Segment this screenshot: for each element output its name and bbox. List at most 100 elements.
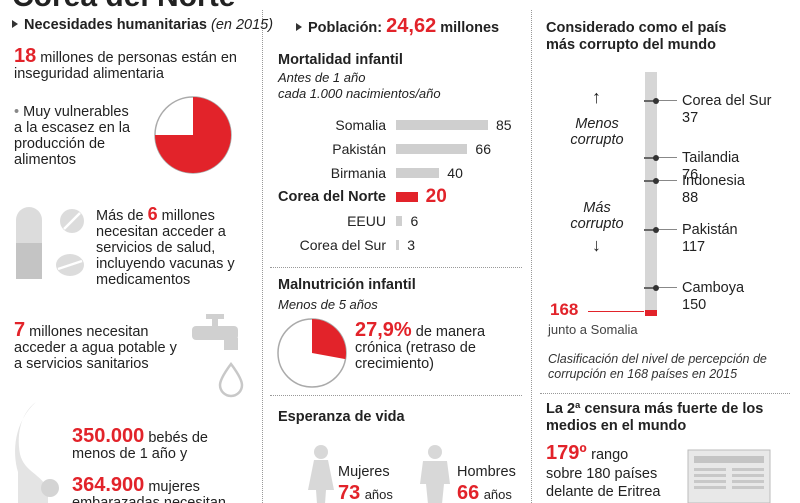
- scale-connector: [659, 287, 677, 288]
- scale-tick: [644, 157, 658, 159]
- bar-value: 20: [425, 186, 447, 207]
- life-title: Esperanza de vida: [278, 409, 405, 425]
- country-name: Tailandia: [682, 150, 740, 166]
- bar-label: Corea del Sur: [299, 237, 386, 253]
- scale-connector: [659, 157, 677, 158]
- separator-1: [262, 10, 263, 503]
- mortality-subtitle-1: Antes de 1 año: [278, 70, 366, 85]
- vulnerability-pie: [154, 96, 232, 174]
- bar-value: 6: [410, 213, 419, 229]
- malnutrition-pie: [277, 318, 347, 388]
- food-text: millones de personas están en insegurida…: [14, 50, 237, 82]
- bar: [396, 216, 403, 226]
- women-life: Mujeres 73 años: [338, 464, 393, 503]
- man-silhouette-icon: [420, 445, 450, 503]
- woman-silhouette-icon: [308, 445, 334, 503]
- country-rank: 88: [682, 190, 699, 206]
- population: Población: 24,62 millones: [296, 15, 499, 38]
- censorship-rank-block: 179º rango: [546, 442, 628, 465]
- vulnerable-text: • Muy vulnerables a la escasez en la pro…: [14, 104, 131, 168]
- corruption-scale-marker: [645, 310, 657, 316]
- bar-label: Birmania: [330, 165, 386, 181]
- bar-label: Pakistán: [332, 141, 386, 157]
- scale-tick: [644, 287, 658, 289]
- country-rank: 117: [682, 239, 706, 255]
- newspaper-icon: [687, 449, 771, 503]
- separator-malnutrition-life: [270, 395, 522, 396]
- population-value: 24,62: [386, 15, 437, 37]
- separator-corruption-censorship: [540, 393, 790, 394]
- scale-dot: [653, 285, 659, 291]
- country-rank: 76: [682, 167, 699, 183]
- malnutrition-pie-slice: [312, 319, 347, 360]
- corruption-rank: 168: [550, 300, 579, 319]
- country-name: Corea del Sur: [682, 93, 772, 109]
- water-needs: 7 millones necesitan acceder a agua pota…: [14, 319, 177, 372]
- arrow-down-icon: ↓: [592, 235, 601, 255]
- bar: [396, 240, 400, 250]
- country-name: Pakistán: [682, 222, 738, 238]
- more-corrupt-label: Más corrupto: [570, 200, 624, 232]
- women-label: Mujeres: [338, 464, 390, 480]
- bar-value: 66: [475, 141, 491, 157]
- separator-mortality-malnutrition: [270, 267, 522, 268]
- mortality-subtitle-2: cada 1.000 nacimientos/año: [278, 86, 441, 101]
- censorship-rank: 179º: [546, 442, 587, 464]
- country-rank: 150: [682, 297, 707, 313]
- page-title: Corea del Norte: [12, 0, 235, 14]
- rank-leader-line: [588, 311, 644, 312]
- mortality-title: Mortalidad infantil: [278, 52, 403, 68]
- scale-dot: [653, 155, 659, 161]
- scale-dot: [653, 98, 659, 104]
- food-number: 18: [14, 45, 37, 67]
- bar: [396, 168, 440, 178]
- malnutrition-text: 27,9% de manera crónica (retraso de crec…: [355, 319, 486, 372]
- corruption-scale-bar: [645, 72, 657, 316]
- censorship-text-2: sobre 180 países: [546, 466, 658, 482]
- scale-connector: [659, 180, 677, 181]
- men-label: Hombres: [457, 464, 516, 480]
- censorship-text-1: rango: [591, 447, 629, 463]
- pregnant-woman-icon: [15, 402, 59, 503]
- water-number: 7: [14, 319, 26, 341]
- malnutrition-title: Malnutrición infantil: [278, 277, 416, 293]
- malnutrition-subtitle: Menos de 5 años: [278, 297, 378, 312]
- censorship-title: La 2ª censura más fuerte de los medios e…: [546, 401, 764, 434]
- food-insecurity: 18 millones de personas están en insegur…: [14, 45, 244, 82]
- women-number: 364.900: [72, 474, 145, 496]
- humanitarian-header-note: (en 2015): [210, 17, 274, 33]
- corruption-title: Considerado como el país más corrupto de…: [546, 20, 727, 53]
- arrow-up-icon: ↑: [592, 87, 601, 107]
- bar: [396, 144, 468, 154]
- men-life-value: 66: [457, 482, 480, 503]
- triangle-icon: [12, 20, 18, 28]
- health-needs: Más de 6 millones necesitan acceder a se…: [96, 204, 235, 288]
- malnutrition-value: 27,9%: [355, 319, 412, 341]
- bar-value: 85: [496, 117, 512, 133]
- babies-needs: 350.000 bebés de menos de 1 año y: [72, 425, 208, 462]
- bar-value: 40: [447, 165, 463, 181]
- vulnerability-pie-slice: [155, 97, 231, 173]
- scale-tick: [644, 100, 658, 102]
- country-name: Camboya: [682, 280, 745, 296]
- corruption-rank-note: junto a Somalia: [548, 322, 638, 337]
- triangle-icon: [296, 23, 302, 31]
- humanitarian-header: Necesidades humanitarias (en 2015): [12, 17, 273, 33]
- scale-tick: [644, 229, 658, 231]
- country-name: Indonesia: [682, 173, 745, 189]
- corruption-footnote: Clasificación del nivel de percepción de…: [548, 352, 767, 381]
- bar-label: Somalia: [335, 117, 386, 133]
- country-rank: 37: [682, 110, 699, 126]
- separator-2: [531, 10, 532, 503]
- women-needs: 364.900 mujeres embarazadas necesitan: [72, 474, 226, 503]
- bar-value: 3: [407, 237, 416, 253]
- scale-connector: [659, 229, 677, 230]
- scale-dot: [653, 227, 659, 233]
- health-number: 6: [147, 204, 158, 224]
- scale-connector: [659, 100, 677, 101]
- bar-label: Corea del Norte: [278, 189, 386, 205]
- bar: [396, 120, 488, 130]
- medicine-pills-icon: [16, 207, 84, 279]
- less-corrupt-label: Menos corrupto: [570, 116, 624, 148]
- men-life: Hombres 66 años: [457, 464, 516, 503]
